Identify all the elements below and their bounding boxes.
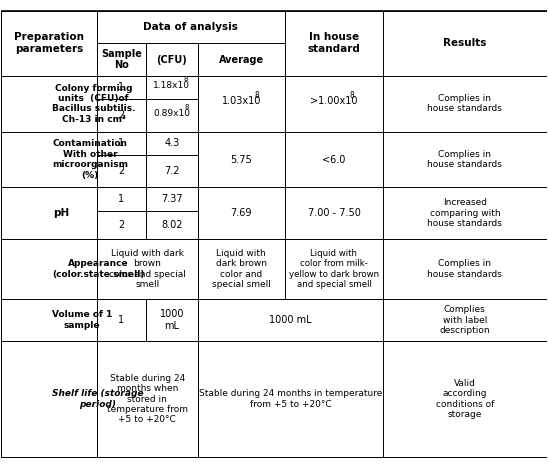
Text: Complies in
house standards: Complies in house standards — [427, 259, 503, 278]
Bar — [383, 341, 546, 457]
Text: In house
standard: In house standard — [307, 32, 361, 54]
Text: 7.2: 7.2 — [164, 166, 180, 176]
Text: Stable during 24 months in temperature
from +5 to +20°C: Stable during 24 months in temperature f… — [199, 389, 382, 409]
Bar — [2, 341, 97, 457]
Text: Liquid with
dark brown
color and
special smell: Liquid with dark brown color and special… — [212, 249, 271, 289]
Text: Complies in
house standards: Complies in house standards — [427, 94, 503, 113]
Bar — [97, 43, 146, 76]
Bar — [383, 188, 546, 239]
Text: 1.18x10: 1.18x10 — [153, 80, 190, 90]
Bar — [383, 76, 546, 132]
Bar — [383, 299, 546, 341]
Text: Preparation
parameters: Preparation parameters — [14, 32, 84, 54]
Text: 1: 1 — [118, 194, 124, 204]
Text: Colony forming
units  (CFU)of
Bacillus subtilis.
Ch-13 in cm³: Colony forming units (CFU)of Bacillus su… — [52, 84, 135, 124]
Text: 1000
mL: 1000 mL — [159, 309, 184, 331]
Bar — [383, 239, 546, 299]
Bar — [146, 188, 198, 211]
Text: 1000 mL: 1000 mL — [269, 315, 312, 325]
Bar — [146, 76, 198, 99]
Bar — [146, 99, 198, 132]
Bar — [198, 132, 285, 188]
Text: 4.3: 4.3 — [164, 138, 179, 148]
Text: Increased
comparing with
house standards: Increased comparing with house standards — [427, 198, 503, 228]
Bar — [285, 239, 383, 299]
Bar — [146, 211, 198, 239]
Bar — [97, 132, 146, 155]
Text: Volume of 1
sample: Volume of 1 sample — [52, 310, 112, 330]
Text: Average: Average — [219, 55, 264, 65]
Text: 5.75: 5.75 — [230, 154, 252, 165]
Text: 8: 8 — [349, 91, 354, 100]
Text: 1: 1 — [118, 138, 124, 148]
Bar — [97, 99, 146, 132]
Bar — [97, 11, 285, 43]
Text: 1: 1 — [118, 82, 124, 93]
Text: 1.03x10: 1.03x10 — [221, 96, 261, 106]
Text: 2: 2 — [118, 110, 124, 120]
Bar — [146, 43, 198, 76]
Text: <6.0: <6.0 — [322, 154, 346, 165]
Text: >1.00x10: >1.00x10 — [310, 96, 358, 106]
Text: pH: pH — [54, 208, 70, 218]
Text: (CFU): (CFU) — [156, 55, 187, 65]
Text: 1: 1 — [118, 315, 124, 325]
Bar — [2, 76, 97, 132]
Text: 7.69: 7.69 — [231, 208, 252, 218]
Text: 8: 8 — [184, 104, 189, 110]
Bar — [2, 188, 97, 239]
Bar — [198, 239, 285, 299]
Bar — [97, 299, 146, 341]
Bar — [97, 76, 146, 99]
Text: 0.89x10: 0.89x10 — [153, 109, 190, 117]
Bar — [383, 132, 546, 188]
Bar — [285, 188, 383, 239]
Bar — [285, 11, 383, 76]
Bar — [2, 11, 97, 76]
Bar — [97, 341, 198, 457]
Bar — [97, 188, 146, 211]
Text: 2: 2 — [118, 219, 124, 230]
Text: Sample
No: Sample No — [101, 49, 142, 70]
Text: 7.37: 7.37 — [161, 194, 182, 204]
Text: Liquid with
color from milk-
yellow to dark brown
and special smell: Liquid with color from milk- yellow to d… — [289, 249, 379, 289]
Bar — [97, 211, 146, 239]
Text: Shelf life (storage
period): Shelf life (storage period) — [52, 389, 144, 409]
Text: 8.02: 8.02 — [161, 219, 182, 230]
Bar — [97, 239, 198, 299]
Text: Stable during 24
months when
stored in
temperature from
+5 to +20°C: Stable during 24 months when stored in t… — [107, 374, 188, 424]
Text: Complies in
house standards: Complies in house standards — [427, 150, 503, 169]
Text: Contamination
With other
microorganism
(%): Contamination With other microorganism (… — [52, 139, 128, 180]
Text: 7.00 - 7.50: 7.00 - 7.50 — [307, 208, 361, 218]
Text: Complies
with label
description: Complies with label description — [439, 305, 490, 335]
Bar — [146, 155, 198, 188]
Text: Liquid with dark
brown
color and special
smell: Liquid with dark brown color and special… — [109, 249, 186, 289]
Bar — [198, 76, 285, 132]
Bar — [383, 11, 546, 76]
Text: Results: Results — [443, 38, 487, 48]
Text: Appearance
(color.state.smell): Appearance (color.state.smell) — [52, 259, 144, 278]
Bar — [146, 132, 198, 155]
Text: 8: 8 — [254, 91, 259, 100]
Bar — [198, 299, 383, 341]
Bar — [146, 299, 198, 341]
Bar — [198, 43, 285, 76]
Bar — [2, 299, 97, 341]
Text: 2: 2 — [118, 166, 124, 176]
Text: Data of analysis: Data of analysis — [144, 22, 238, 32]
Bar — [2, 132, 97, 188]
Text: 8: 8 — [183, 76, 187, 82]
Text: Valid
according
conditions of
storage: Valid according conditions of storage — [436, 379, 494, 419]
Bar — [285, 132, 383, 188]
Bar — [198, 188, 285, 239]
Bar — [97, 155, 146, 188]
Bar — [285, 76, 383, 132]
Bar — [2, 239, 97, 299]
Bar — [198, 341, 383, 457]
